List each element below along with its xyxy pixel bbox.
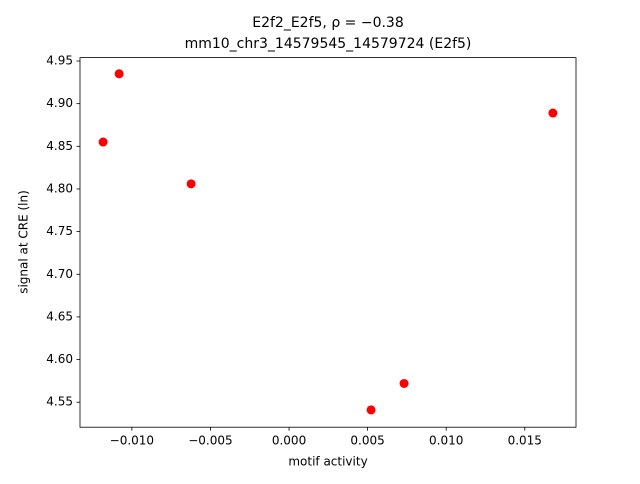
y-tick-label: 4.55 <box>46 395 73 409</box>
point <box>114 69 124 79</box>
x-tick-label: 0.005 <box>350 434 384 448</box>
point <box>186 179 196 189</box>
point <box>399 378 409 388</box>
y-axis-label: signal at CRE (ln) <box>17 190 31 294</box>
y-tick-label: 4.70 <box>46 267 73 281</box>
y-tick-label: 4.60 <box>46 352 73 366</box>
y-tick-label: 4.65 <box>46 309 73 323</box>
x-tick-label: −0.005 <box>188 434 232 448</box>
point <box>366 405 376 415</box>
x-tick-label: 0.000 <box>272 434 306 448</box>
chart-subtitle: mm10_chr3_14579545_14579724 (E2f5) <box>185 36 472 52</box>
chart-title: E2f2_E2f5, ρ = −0.38 <box>252 15 404 31</box>
y-tick-label: 4.80 <box>46 181 73 195</box>
point <box>548 108 558 118</box>
y-tick-label: 4.90 <box>46 96 73 110</box>
point <box>98 137 108 147</box>
y-tick-label: 4.95 <box>46 54 73 68</box>
plot-frame <box>79 57 577 428</box>
x-tick-label: 0.015 <box>508 434 542 448</box>
x-axis-label: motif activity <box>288 455 367 469</box>
x-tick-label: −0.010 <box>110 434 154 448</box>
x-tick-label: 0.010 <box>429 434 463 448</box>
y-tick-label: 4.75 <box>46 224 73 238</box>
y-tick-label: 4.85 <box>46 139 73 153</box>
